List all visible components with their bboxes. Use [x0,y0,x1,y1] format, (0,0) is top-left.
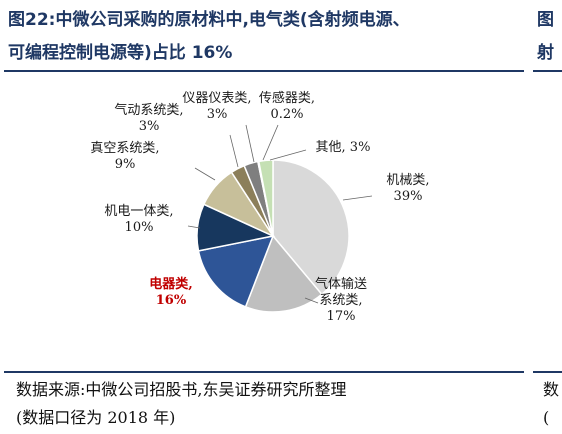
leader-line-8 [262,124,279,161]
pie-chart: 机械类, 39% 气体输送系统类, 17% 电器类, 16% 机电一体类, 10% 真空系统类,… [90,90,429,324]
leader-line-4 [187,225,201,229]
leader-line-6 [229,134,239,168]
slice-label-2: 气体输送系统类, 17% [315,276,367,324]
slice-label-line: 17% [327,309,356,324]
pie-slices [196,159,350,313]
adjacent-source-divider [533,371,562,373]
leader-line-5 [194,167,216,181]
adjacent-source-line2: ( [543,408,550,427]
slice-label-line: 3% [139,119,160,134]
figure-panel: 图22:中微公司采购的原材料中,电气类(含射频电源、 可编程控制电源等)占比 1… [4,4,524,432]
figure-title-line2: 可编程控制电源等)占比 16% [8,43,233,63]
adjacent-figure-panel: 图 射 数 ( [527,0,562,434]
slice-label-8: 传感器类, 0.2% [259,90,315,122]
leader-lines [187,124,373,304]
slice-label-line: 其他, 3% [316,140,371,155]
leader-line-1 [342,195,373,201]
slice-label-7: 仪器仪表类, 3% [182,91,251,122]
slice-label-9: 其他, 3% [316,140,371,155]
slice-label-6: 气动系统类, 3% [114,102,183,134]
slice-label-line: 39% [394,189,423,204]
slice-label-line: 16% [156,293,187,308]
slice-label-line: 仪器仪表类, [182,91,251,106]
slice-label-line: 气体输送 [315,276,367,292]
source-divider [4,371,524,373]
slice-label-3: 电器类, 16% [149,276,193,308]
pie-slice-9 [257,159,274,237]
slice-label-line: 电器类, [149,276,193,292]
slice-label-line: 10% [125,220,154,235]
adjacent-title-divider [533,70,562,72]
slice-label-line: 9% [115,157,136,172]
slice-label-line: 真空系统类, [90,141,159,156]
slice-label-line: 机械类, [386,173,429,188]
adjacent-source-note: 数 ( [543,376,562,432]
slice-label-line: 传感器类, [259,90,315,106]
source-note: 数据来源:中微公司招股书,东吴证券研究所整理 (数据口径为 2018 年) [16,376,521,432]
leader-line-9 [269,149,307,161]
figure-title: 图22:中微公司采购的原材料中,电气类(含射频电源、 可编程控制电源等)占比 1… [8,4,520,70]
slice-label-line: 气动系统类, [114,102,183,118]
adjacent-figure-title: 图 射 [537,4,561,70]
slice-labels: 机械类, 39% 气体输送系统类, 17% 电器类, 16% 机电一体类, 10% 真空系统类,… [90,90,429,324]
slice-label-5: 真空系统类, 9% [90,141,159,172]
title-divider [4,70,524,72]
slice-label-line: 系统类, [319,293,362,308]
slice-label-line: 3% [207,107,228,122]
figure-title-line1: 图22:中微公司采购的原材料中,电气类(含射频电源、 [8,10,410,30]
leader-line-7 [245,124,255,163]
leader-line-2 [304,297,319,304]
adjacent-title-line2: 射 [537,43,554,63]
pie-slice-3 [197,234,275,308]
adjacent-source-line1: 数 [543,380,560,399]
pie-slice-2 [244,234,323,313]
slice-label-4: 机电一体类, 10% [104,204,173,235]
source-line1: 数据来源:中微公司招股书,东吴证券研究所整理 [16,380,347,399]
slice-label-1: 机械类, 39% [386,173,429,204]
source-line2: (数据口径为 2018 年) [16,408,176,427]
adjacent-title-line1: 图 [537,10,554,30]
slice-label-line: 0.2% [270,107,303,122]
slice-label-line: 机电一体类, [104,204,173,219]
pie-slice-1 [272,159,350,296]
